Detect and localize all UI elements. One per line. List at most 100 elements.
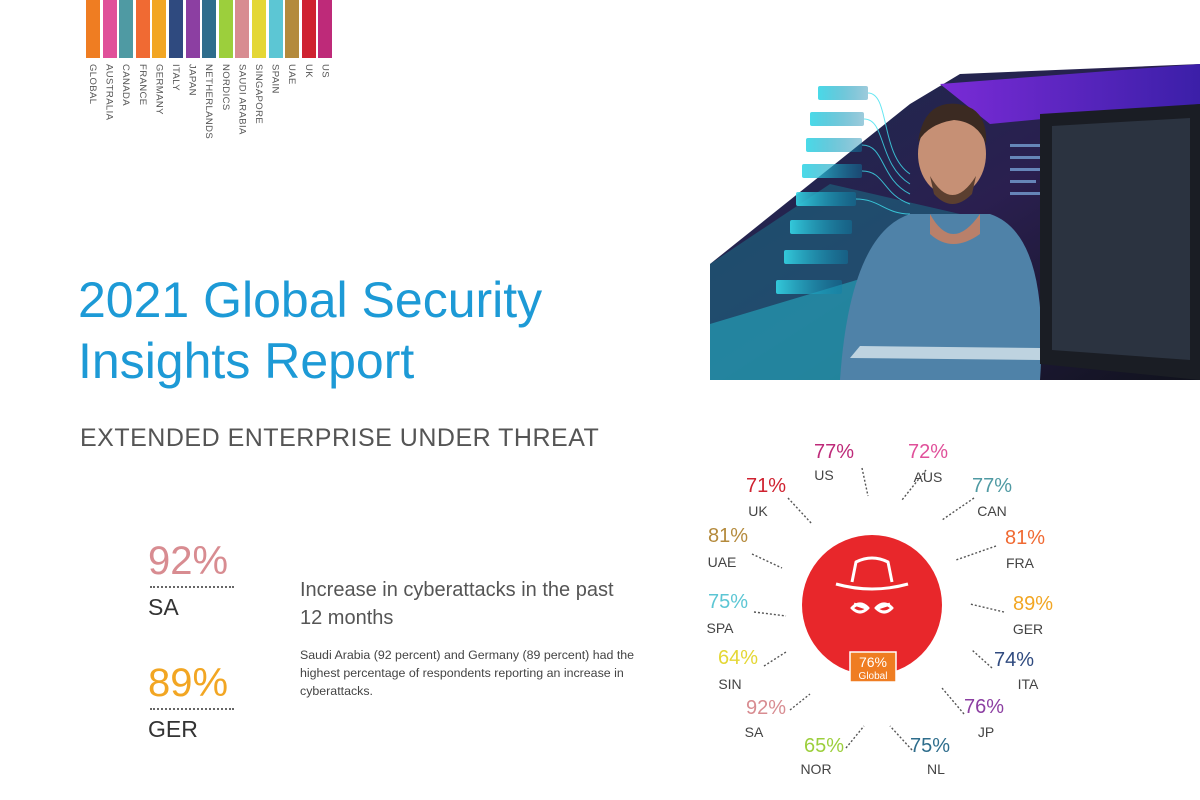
color-key-item: AUSTRALIA bbox=[102, 0, 117, 120]
country-label: NL bbox=[927, 761, 945, 777]
dotted-connector bbox=[787, 497, 813, 525]
dotted-connector bbox=[845, 725, 865, 749]
color-key-item: NORDICS bbox=[218, 0, 233, 111]
global-value: 76% bbox=[859, 654, 887, 670]
color-key-label: ITALY bbox=[170, 64, 181, 91]
color-key-label: UAE bbox=[286, 64, 298, 85]
dotted-connector bbox=[753, 611, 787, 617]
country-label: UAE bbox=[708, 554, 737, 570]
color-key-label: US bbox=[319, 64, 331, 78]
country-value: 75% bbox=[910, 735, 950, 757]
stat-value: 89% bbox=[148, 661, 229, 705]
color-key-label: JAPAN bbox=[186, 64, 198, 96]
data-panels bbox=[776, 86, 868, 294]
country-value: 64% bbox=[718, 647, 758, 669]
dotted-connector bbox=[861, 467, 869, 497]
country-radial-chart: 76% Global 77% US 72% AUS 77% CAN 81% FRA 89% GER… bbox=[707, 441, 1054, 777]
color-key-swatch bbox=[318, 0, 333, 58]
country-item-uae: 81% UAE bbox=[708, 525, 783, 570]
country-item-nl: 75% NL bbox=[889, 725, 950, 777]
hero-image bbox=[710, 64, 1200, 380]
country-label: NOR bbox=[800, 761, 831, 777]
country-items: 77% US 72% AUS 77% CAN 81% FRA 89% GER 74% ITA 76% JP… bbox=[707, 441, 1054, 777]
country-item-sin: 64% SIN bbox=[718, 647, 787, 692]
color-key-label: SINGAPORE bbox=[253, 64, 264, 125]
color-key-label: GERMANY bbox=[153, 64, 165, 115]
global-center-circle bbox=[802, 535, 942, 675]
color-key-item: ITALY bbox=[169, 0, 183, 91]
spy-hat-icon bbox=[835, 556, 909, 614]
color-key-swatch bbox=[218, 0, 233, 58]
country-item-sa: 92% SA bbox=[745, 693, 811, 740]
color-key-item: GERMANY bbox=[152, 0, 167, 115]
color-key-swatch bbox=[135, 0, 150, 58]
country-label: ITA bbox=[1018, 676, 1039, 692]
color-key-item: NETHERLANDS bbox=[202, 0, 217, 139]
color-key-item: US bbox=[318, 0, 333, 78]
color-key-item: SPAIN bbox=[268, 0, 283, 94]
dotted-connector bbox=[789, 693, 811, 711]
color-key-label: FRANCE bbox=[136, 64, 148, 106]
dotted-connector bbox=[941, 687, 965, 715]
country-value: 74% bbox=[994, 649, 1034, 671]
global-badge bbox=[849, 651, 897, 683]
color-key-swatch bbox=[285, 0, 300, 58]
color-key-label: UK bbox=[302, 64, 314, 78]
country-item-ger: 89% GER bbox=[969, 593, 1053, 637]
monitor-icon bbox=[1040, 104, 1200, 380]
country-label: AUS bbox=[914, 469, 943, 485]
country-value: 89% bbox=[1013, 593, 1053, 615]
country-value: 81% bbox=[1005, 527, 1045, 549]
country-color-key: GLOBAL AUSTRALIA CANADA FRANCE GERMANY ITALY J… bbox=[86, 0, 346, 160]
country-value: 81% bbox=[708, 525, 748, 547]
country-item-uk: 71% UK bbox=[746, 475, 813, 525]
country-label: US bbox=[814, 467, 833, 483]
country-value: 71% bbox=[746, 475, 786, 497]
country-label: CAN bbox=[977, 503, 1007, 519]
color-key-swatch bbox=[301, 0, 316, 58]
country-value: 76% bbox=[964, 696, 1004, 718]
color-key-item: JAPAN bbox=[185, 0, 200, 96]
stat-label: GER bbox=[148, 716, 198, 742]
color-key-label: GLOBAL bbox=[87, 64, 98, 105]
title-line-2: Insights Report bbox=[78, 333, 415, 389]
stat-label: SA bbox=[148, 594, 179, 620]
color-key-swatch bbox=[102, 0, 117, 58]
color-key-item: UK bbox=[301, 0, 316, 78]
person-silhouette bbox=[840, 103, 1042, 380]
stat-value: 92% bbox=[148, 539, 229, 583]
country-item-ita: 74% ITA bbox=[971, 649, 1039, 692]
color-key-label: SAUDI ARABIA bbox=[236, 64, 248, 135]
country-value: 72% bbox=[908, 441, 948, 463]
color-key-swatch bbox=[169, 0, 183, 58]
country-label: SIN bbox=[718, 676, 741, 692]
color-key-item: SAUDI ARABIA bbox=[235, 0, 250, 135]
country-item-nor: 65% NOR bbox=[800, 725, 865, 777]
color-key-swatch bbox=[268, 0, 283, 58]
title-line-1: 2021 Global Security bbox=[78, 272, 543, 328]
dotted-connector bbox=[751, 553, 783, 569]
finding-headline: Increase in cyberattacks in the past 12 … bbox=[300, 579, 614, 629]
country-item-jp: 76% JP bbox=[941, 687, 1004, 740]
color-key-label: SPAIN bbox=[269, 64, 281, 94]
dotted-connector bbox=[763, 651, 787, 667]
color-key-swatch bbox=[185, 0, 200, 58]
report-subtitle: EXTENDED ENTERPRISE UNDER THREAT bbox=[80, 424, 600, 452]
country-label: FRA bbox=[1006, 555, 1035, 571]
country-value: 75% bbox=[708, 591, 748, 613]
color-key-label: AUSTRALIA bbox=[103, 64, 115, 121]
country-item-us: 77% US bbox=[814, 441, 869, 497]
color-key-item: GLOBAL bbox=[86, 0, 100, 104]
country-label: JP bbox=[978, 724, 994, 740]
country-value: 65% bbox=[804, 735, 844, 757]
country-value: 92% bbox=[746, 697, 786, 719]
finding-description: Saudi Arabia (92 percent) and Germany (8… bbox=[300, 648, 635, 698]
dotted-connector bbox=[941, 497, 975, 521]
country-label: GER bbox=[1013, 621, 1043, 637]
color-key-item: SINGAPORE bbox=[252, 0, 266, 124]
country-item-aus: 72% AUS bbox=[901, 441, 948, 501]
global-label: Global bbox=[859, 671, 888, 682]
dotted-divider bbox=[150, 708, 234, 710]
country-value: 77% bbox=[814, 441, 854, 463]
dotted-connector bbox=[971, 649, 993, 669]
